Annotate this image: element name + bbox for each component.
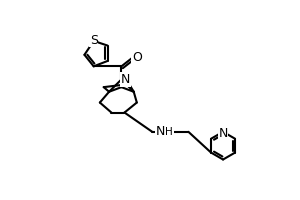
Text: N: N bbox=[156, 125, 165, 138]
Text: H: H bbox=[165, 127, 173, 137]
Text: O: O bbox=[132, 51, 142, 64]
Text: S: S bbox=[90, 34, 98, 47]
Text: N: N bbox=[218, 127, 228, 140]
Text: N: N bbox=[121, 73, 130, 86]
